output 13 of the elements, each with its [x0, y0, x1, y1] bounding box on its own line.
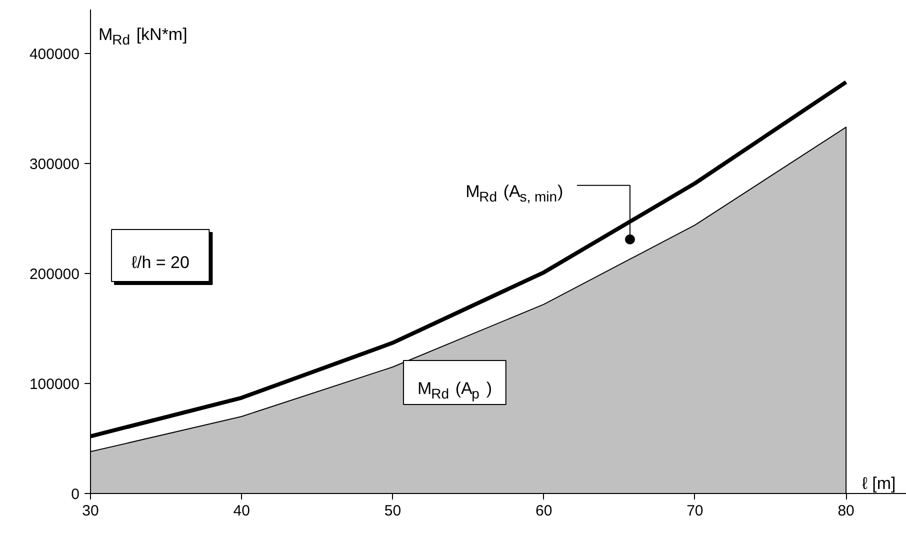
y-tick-label: 400000: [29, 46, 80, 63]
y-tick-label: 200000: [29, 266, 80, 283]
x-tick-label: 80: [838, 502, 854, 520]
y-tick-label: 300000: [29, 156, 80, 173]
annotation: ℓ/h = 20: [132, 253, 190, 272]
x-axis-title: ℓ [m]: [862, 474, 896, 493]
x-tick-label: 30: [82, 502, 99, 520]
x-tick-label: 50: [384, 502, 402, 520]
x-tick-label: 70: [686, 502, 704, 520]
x-tick-label: 40: [233, 502, 250, 520]
y-tick-label: 0: [71, 486, 80, 503]
x-tick-label: 60: [535, 502, 552, 520]
y-tick-label: 100000: [29, 376, 80, 393]
